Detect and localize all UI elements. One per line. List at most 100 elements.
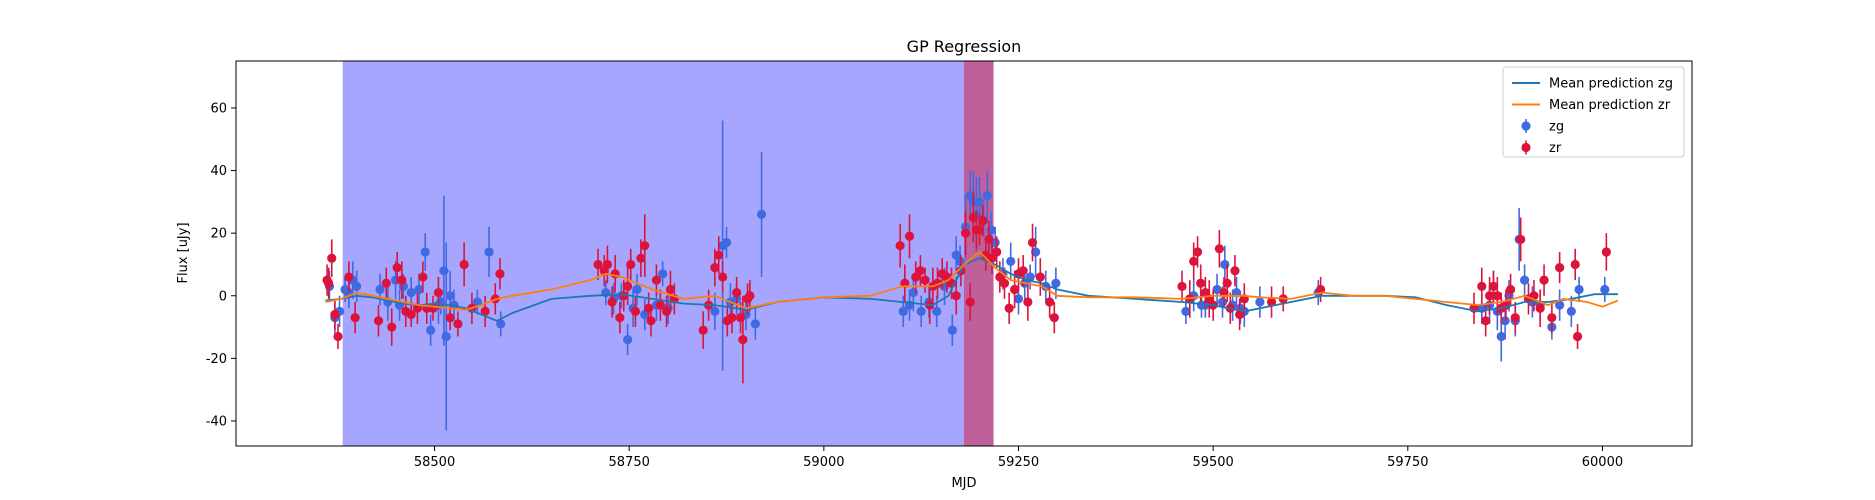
legend-box (1502, 66, 1685, 158)
point-zr (1023, 297, 1033, 307)
point-zg (414, 284, 424, 295)
legend-swatch-point (1521, 121, 1531, 131)
legend-entry-Mean prediction zr: Mean prediction zr (1512, 98, 1671, 113)
y-tick-label: 40 (210, 164, 227, 179)
point-zr (433, 288, 444, 298)
point-zr (1492, 291, 1502, 301)
point-zg (1519, 275, 1530, 285)
chart-title: GP Regression (907, 37, 1022, 56)
point-zr (428, 303, 438, 313)
point-zg (1255, 297, 1265, 307)
x-tick-label: 59000 (803, 455, 844, 470)
point-zg (1574, 284, 1584, 295)
point-zr (915, 266, 925, 276)
point-zg (982, 190, 992, 201)
point-zr (987, 253, 997, 263)
point-zr (333, 331, 343, 342)
point-zr (974, 225, 985, 235)
point-zr (480, 306, 490, 317)
series-zr (322, 192, 1611, 384)
point-zr (418, 272, 428, 282)
x-tick-label: 58500 (414, 455, 455, 470)
point-zr (646, 316, 656, 326)
point-zg (1025, 272, 1035, 282)
point-zr (1189, 256, 1199, 266)
point-zr (710, 262, 720, 273)
x-tick-label: 59750 (1387, 455, 1428, 470)
point-zr (607, 297, 617, 307)
point-zg (721, 237, 732, 248)
point-zg (1181, 306, 1191, 317)
point-zr (911, 272, 921, 282)
point-zr (1049, 313, 1059, 323)
point-zr (960, 228, 971, 238)
point-zr (1516, 234, 1526, 245)
point-zr (1214, 244, 1224, 254)
point-zr (623, 281, 633, 291)
line-Mean prediction zr (325, 250, 1619, 311)
point-zr (1045, 297, 1055, 307)
point-zg (932, 306, 942, 317)
point-zg (426, 325, 436, 335)
point-zr (735, 313, 746, 323)
point-zr (1266, 297, 1277, 307)
point-zg (472, 297, 482, 307)
legend-entry-zr: zr (1521, 140, 1562, 156)
point-zr (602, 259, 612, 270)
point-zr (344, 272, 354, 282)
x-tick-label: 58750 (609, 455, 650, 470)
point-zg (974, 197, 985, 207)
point-zr (1535, 303, 1545, 313)
point-zr (1035, 272, 1045, 282)
point-zr (459, 259, 469, 270)
shaded-region-1 (342, 61, 964, 446)
point-zg (1212, 284, 1222, 295)
point-zr (951, 291, 961, 301)
point-zr (1481, 316, 1491, 326)
point-zr (1018, 266, 1028, 276)
point-zr (636, 253, 646, 263)
point-zr (651, 275, 662, 285)
point-zr (327, 253, 337, 263)
point-zg (756, 209, 767, 219)
y-tick-label: -20 (206, 352, 227, 367)
prediction-lines (325, 250, 1619, 322)
y-tick-label: 0 (219, 289, 227, 304)
legend-entry-zg: zg (1521, 119, 1564, 135)
point-zr (1177, 281, 1187, 291)
point-zg (445, 291, 455, 301)
legend-label: zg (1549, 120, 1564, 135)
point-zr (661, 306, 672, 317)
point-zg (375, 284, 385, 295)
x-tick-label: 59250 (998, 455, 1039, 470)
x-tick-label: 60000 (1582, 455, 1623, 470)
x-axis-label: MJD (951, 476, 976, 491)
point-zg (1217, 297, 1228, 307)
point-zr (978, 216, 988, 226)
point-zr (1027, 237, 1038, 248)
legend-label: Mean prediction zg (1549, 77, 1673, 92)
legend: Mean prediction zg Mean prediction zr zg zr (1502, 66, 1685, 158)
point-zr (445, 313, 455, 323)
point-zr (1010, 284, 1020, 295)
legend-label: zr (1549, 141, 1562, 156)
point-zr (1555, 262, 1565, 273)
point-zr (1484, 291, 1495, 301)
point-zr (1222, 278, 1232, 288)
point-zg (1555, 300, 1565, 310)
point-zg (406, 288, 416, 298)
y-tick-label: -40 (206, 414, 227, 429)
point-zr (640, 241, 650, 251)
point-zr (920, 275, 930, 285)
y-axis-label: Flux [uJy] (176, 222, 191, 283)
point-zg (439, 266, 449, 276)
point-zr (727, 313, 737, 323)
point-zg (1031, 247, 1041, 257)
point-zg (420, 247, 430, 257)
legend-entry-Mean prediction zg: Mean prediction zg (1512, 77, 1673, 92)
x-tick-label: 59500 (1192, 455, 1233, 470)
point-zg (898, 306, 908, 317)
plot-frame (235, 60, 1693, 447)
point-zr (745, 291, 755, 301)
ticks: 58500 58750 59000 59250 59500 59750 60000 -40 -2… (206, 101, 1623, 470)
